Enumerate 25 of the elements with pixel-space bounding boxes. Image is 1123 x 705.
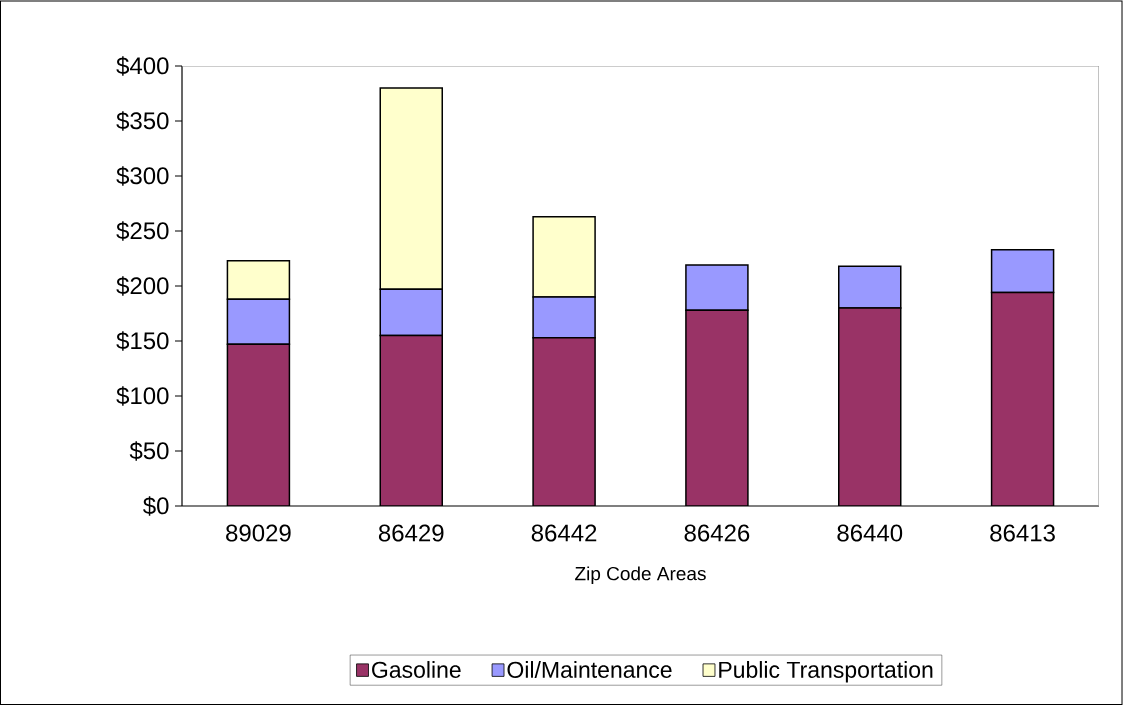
- y-tick-label: $50: [129, 441, 169, 461]
- y-tick-label: $200: [116, 276, 169, 296]
- y-tick-label: $400: [116, 56, 169, 76]
- y-tick-label: $250: [116, 221, 169, 241]
- x-axis-title: Zip Code Areas: [575, 566, 706, 585]
- bar: [532, 336, 596, 506]
- bar: [838, 307, 902, 506]
- x-tick-label: 86426: [684, 524, 750, 542]
- y-tick-label: $350: [116, 111, 169, 131]
- bar: [990, 291, 1055, 506]
- legend-label: Oil/Maintenance: [507, 661, 672, 678]
- legend-label: Public Transportation: [719, 661, 933, 683]
- x-tick-label: 86442: [531, 524, 597, 542]
- bar: [379, 334, 443, 506]
- bar: [685, 309, 749, 506]
- x-tick-label: 86429: [378, 524, 444, 542]
- x-tick-label: 89029: [226, 524, 291, 542]
- x-tick-label: 86440: [837, 524, 903, 542]
- y-tick-label: $300: [116, 166, 169, 186]
- y-tick-label: $150: [116, 331, 169, 351]
- x-tick-label: 86413: [990, 524, 1055, 542]
- bar: [226, 343, 291, 506]
- legend-label: Gasoline: [372, 661, 461, 678]
- y-tick-label: $0: [143, 496, 169, 516]
- y-tick-label: $100: [116, 386, 169, 406]
